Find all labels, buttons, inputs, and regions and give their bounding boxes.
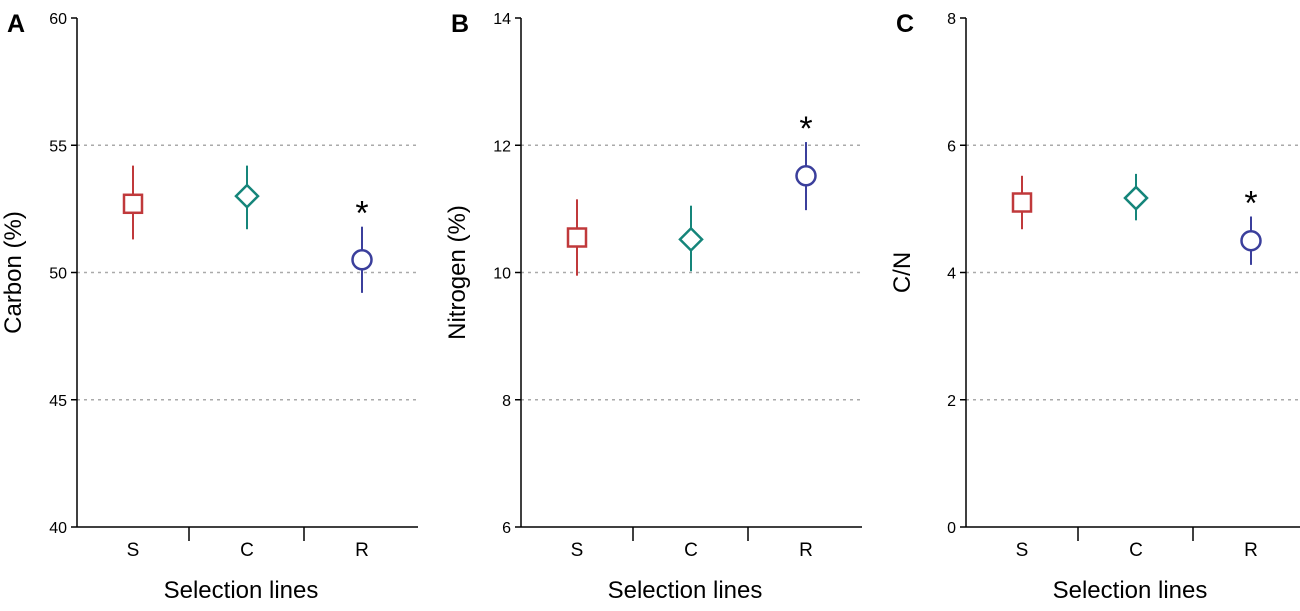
y-axis-label: Carbon (%) [0,211,27,334]
y-tick-label: 8 [502,393,511,410]
y-tick-label: 6 [947,138,956,155]
y-tick-label: 2 [947,393,956,410]
point-r [795,165,817,187]
significance-asterisk: * [355,195,368,233]
y-tick-label: 8 [947,11,956,28]
panel-label: B [451,10,469,38]
point-c [1123,185,1149,211]
y-tick-label: 55 [49,138,67,155]
x-tick-label: S [571,540,584,561]
panel-b: 6 8 10 12 14 S C R Selection lines Nitrogen (%) B * [444,10,862,604]
point-r [1240,229,1262,252]
point-s [566,227,588,248]
y-axis-label: C/N [889,252,916,293]
x-axis-label: Selection lines [1053,577,1208,604]
panel-c: 0 2 4 6 8 S C R Selection lines C/N C * [889,10,1300,604]
y-tick-label: 4 [947,266,956,283]
x-tick-label: C [684,540,698,561]
x-tick-label: R [1244,540,1258,561]
y-tick-label: 45 [49,393,67,410]
x-tick-label: S [1016,540,1029,561]
y-tick-label: 12 [493,138,511,155]
x-tick-label: S [127,540,140,561]
panel-label: C [896,10,914,38]
panel-label: A [7,10,25,38]
point-s [122,193,144,215]
y-tick-label: 6 [502,520,511,537]
x-axis-label: Selection lines [164,577,319,604]
y-tick-label: 40 [49,520,67,537]
point-r [351,249,373,271]
y-tick-label: 14 [493,11,511,28]
x-tick-label: R [355,540,369,561]
y-tick-label: 50 [49,266,67,283]
y-tick-label: 60 [49,11,67,28]
x-tick-label: C [240,540,254,561]
y-tick-label: 10 [493,266,511,283]
panel-a: 40 45 50 55 60 S C R Selection lines Carbon (%) A * [0,10,418,604]
significance-asterisk: * [799,110,812,148]
point-c [234,183,260,209]
point-c [678,226,704,253]
x-tick-label: R [799,540,813,561]
point-s [1011,192,1033,213]
x-tick-label: C [1129,540,1143,561]
x-axis-label: Selection lines [608,577,763,604]
y-tick-label: 0 [947,520,956,537]
y-axis-label: Nitrogen (%) [444,205,471,340]
significance-asterisk: * [1244,185,1257,223]
